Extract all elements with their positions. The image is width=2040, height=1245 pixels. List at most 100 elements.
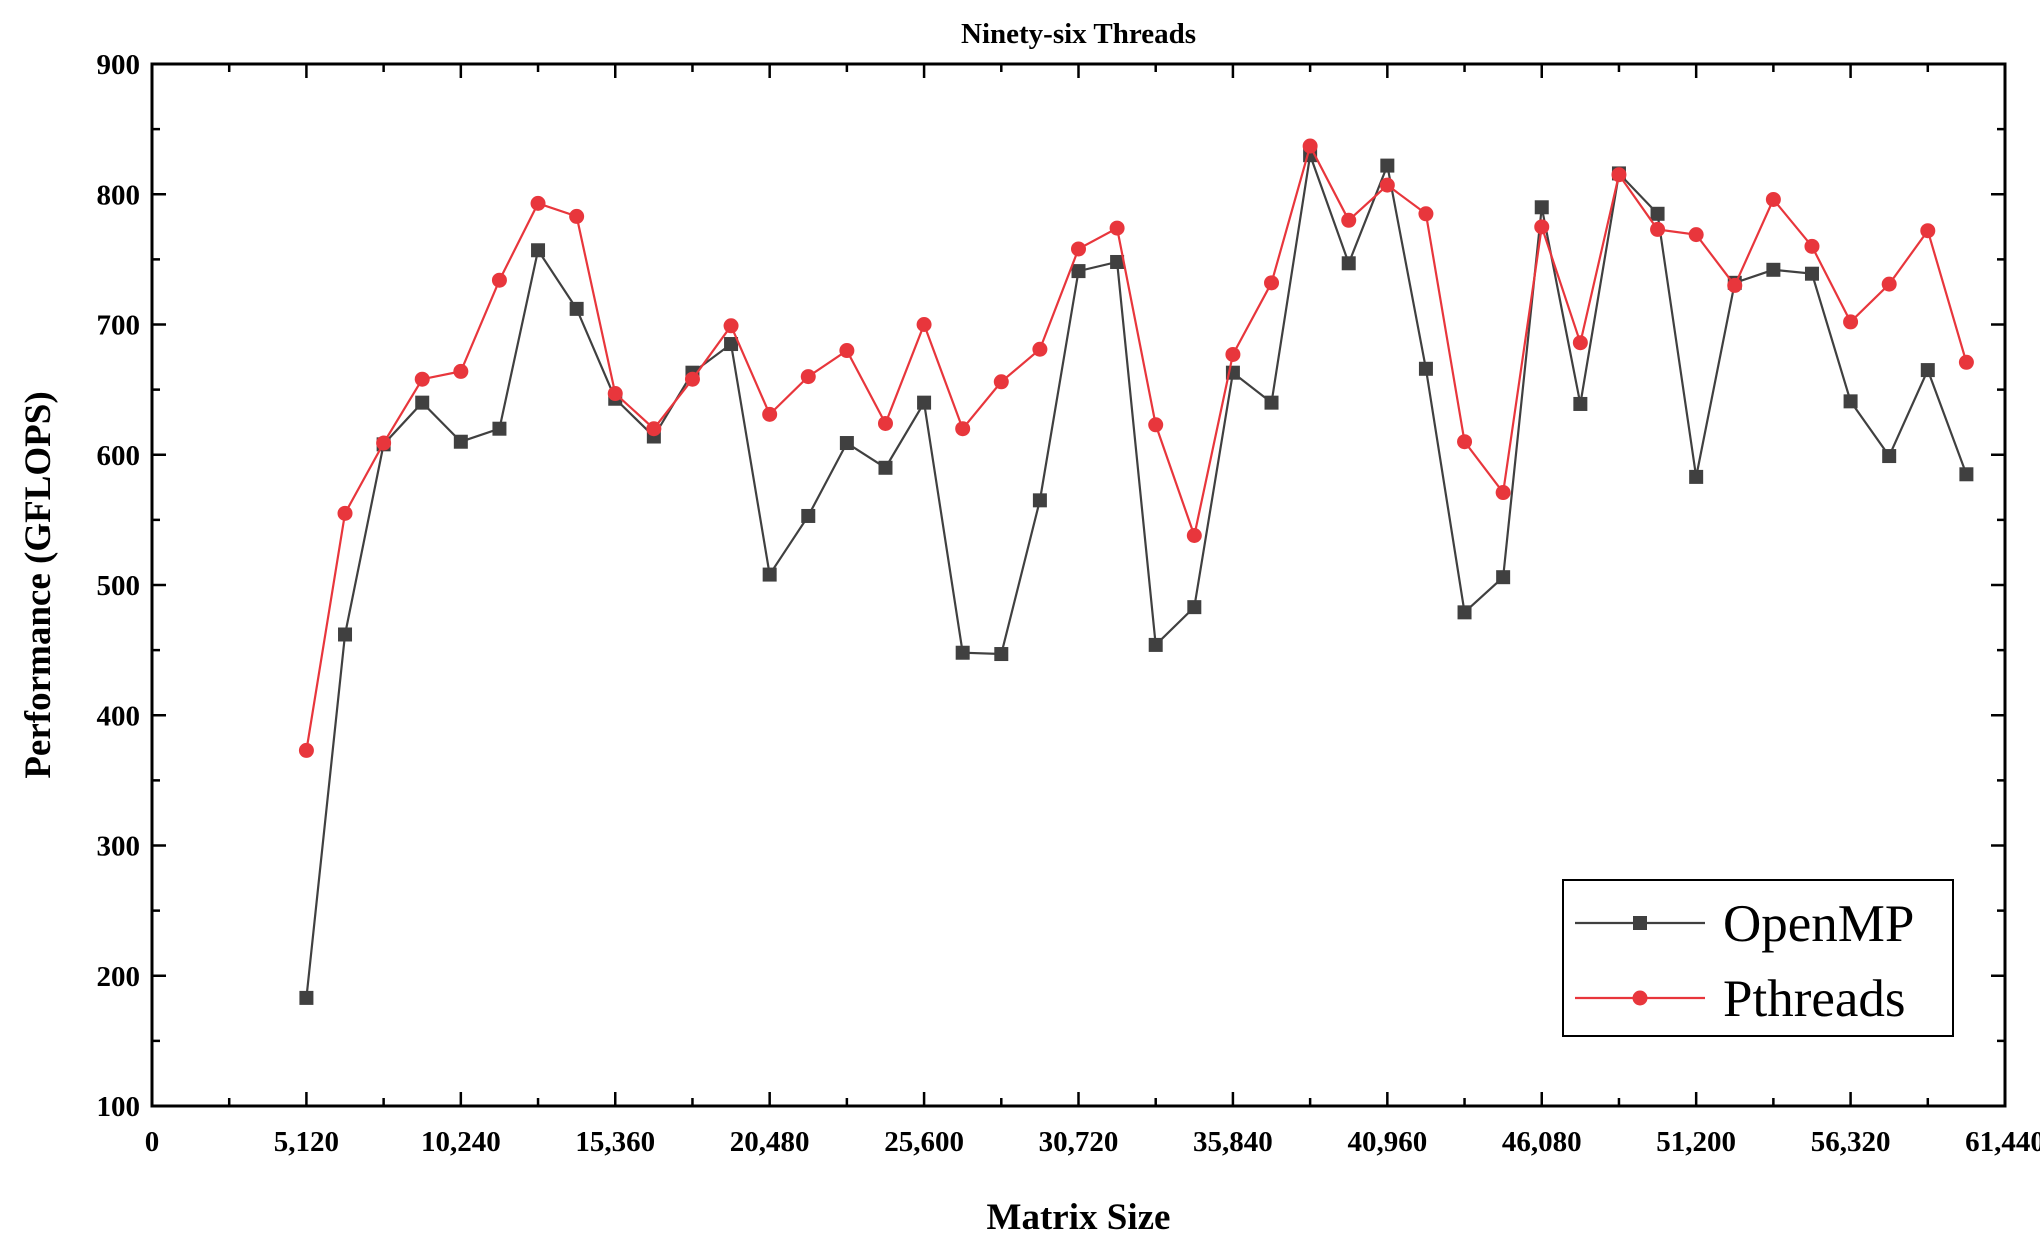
plot-frame <box>150 62 2007 1108</box>
y-tick-label: 600 <box>97 440 141 472</box>
point-pthreads <box>684 371 700 387</box>
point-openmp <box>1920 363 1935 378</box>
point-pthreads <box>1650 221 1666 237</box>
point-pthreads <box>762 406 778 422</box>
series-line-openmp <box>305 154 1968 999</box>
point-pthreads <box>1148 417 1164 433</box>
point-pthreads <box>1418 206 1434 222</box>
point-pthreads <box>723 318 739 334</box>
point-pthreads <box>1765 191 1781 207</box>
x-tick-label: 20,480 <box>730 1126 810 1158</box>
y-tick-label: 800 <box>97 179 141 211</box>
point-pthreads <box>646 421 662 437</box>
point-openmp <box>917 395 932 410</box>
point-openmp <box>724 337 739 352</box>
point-pthreads <box>877 415 893 431</box>
point-openmp <box>1110 254 1125 269</box>
point-pthreads <box>1572 335 1588 351</box>
point-pthreads <box>1457 434 1473 450</box>
x-tick-label: 35,840 <box>1193 1126 1273 1158</box>
point-pthreads <box>800 369 816 385</box>
point-openmp <box>338 627 353 642</box>
point-openmp <box>878 460 893 475</box>
point-openmp <box>531 243 546 258</box>
point-openmp <box>569 301 584 316</box>
point-openmp <box>1804 266 1819 281</box>
point-openmp <box>955 645 970 660</box>
point-pthreads <box>1186 528 1202 544</box>
point-pthreads <box>1032 341 1048 357</box>
series-layer <box>298 138 1974 1005</box>
point-openmp <box>1148 637 1163 652</box>
point-pthreads <box>337 505 353 521</box>
point-pthreads <box>607 386 623 402</box>
point-openmp <box>299 990 314 1005</box>
point-pthreads <box>1843 314 1859 330</box>
point-openmp <box>1959 467 1974 482</box>
x-tick-label: 51,200 <box>1656 1126 1736 1158</box>
point-pthreads <box>491 272 507 288</box>
point-pthreads <box>1109 220 1125 236</box>
y-tick-label: 400 <box>97 700 141 732</box>
point-openmp <box>839 436 854 451</box>
legend-items: OpenMP Pthreads <box>1575 895 1914 1028</box>
point-openmp <box>1264 395 1279 410</box>
point-pthreads <box>1534 219 1550 235</box>
point-pthreads <box>1341 212 1357 228</box>
point-openmp <box>1187 600 1202 615</box>
y-tick-label: 900 <box>97 49 141 81</box>
point-pthreads <box>1225 346 1241 362</box>
point-openmp <box>492 421 507 436</box>
point-pthreads <box>414 371 430 387</box>
point-pthreads <box>298 742 314 758</box>
point-pthreads <box>1264 275 1280 291</box>
chart-title: Ninety-six Threads <box>961 18 1196 50</box>
point-pthreads <box>1071 241 1086 257</box>
legend-box <box>1562 879 1954 1037</box>
point-pthreads <box>1688 227 1704 243</box>
x-tick-label: 0 <box>145 1126 160 1158</box>
point-pthreads <box>1495 485 1511 501</box>
point-openmp <box>1071 264 1086 279</box>
point-openmp <box>1766 262 1781 277</box>
point-pthreads <box>993 374 1009 390</box>
point-pthreads <box>839 343 855 359</box>
legend-label-openmp: OpenMP <box>1723 895 1914 953</box>
x-tick-label: 61,440 <box>1965 1126 2040 1158</box>
point-openmp <box>1650 206 1665 221</box>
point-pthreads <box>569 208 585 224</box>
point-openmp <box>1496 570 1511 585</box>
point-openmp <box>1843 394 1858 409</box>
point-pthreads <box>530 195 546 211</box>
x-tick-label: 56,320 <box>1811 1126 1891 1158</box>
point-openmp <box>1418 361 1433 376</box>
y-tick-label: 500 <box>97 570 141 602</box>
x-tick-label: 10,240 <box>421 1126 501 1158</box>
point-pthreads <box>1881 276 1897 292</box>
point-openmp <box>1573 396 1588 411</box>
y-tick-label: 100 <box>97 1091 141 1123</box>
point-openmp <box>1032 493 1047 508</box>
point-pthreads <box>1611 167 1627 183</box>
x-tick-label: 46,080 <box>1502 1126 1582 1158</box>
point-pthreads <box>916 317 932 332</box>
point-pthreads <box>1920 223 1936 239</box>
legend-marker-pthreads <box>1632 990 1648 1006</box>
x-tick-label: 40,960 <box>1347 1126 1427 1158</box>
point-pthreads <box>376 435 392 451</box>
point-openmp <box>453 434 468 449</box>
point-openmp <box>1882 449 1897 464</box>
legend: OpenMP Pthreads <box>1562 879 1954 1037</box>
y-tick-label: 700 <box>97 310 141 342</box>
point-openmp <box>994 647 1009 662</box>
point-pthreads <box>1379 177 1395 193</box>
point-openmp <box>1380 158 1395 173</box>
point-pthreads <box>1727 277 1743 293</box>
point-pthreads <box>955 421 971 437</box>
point-openmp <box>762 567 777 582</box>
point-openmp <box>801 508 816 523</box>
point-openmp <box>1689 469 1704 484</box>
x-axis-label: Matrix Size <box>987 1197 1171 1238</box>
point-openmp <box>1457 605 1472 620</box>
